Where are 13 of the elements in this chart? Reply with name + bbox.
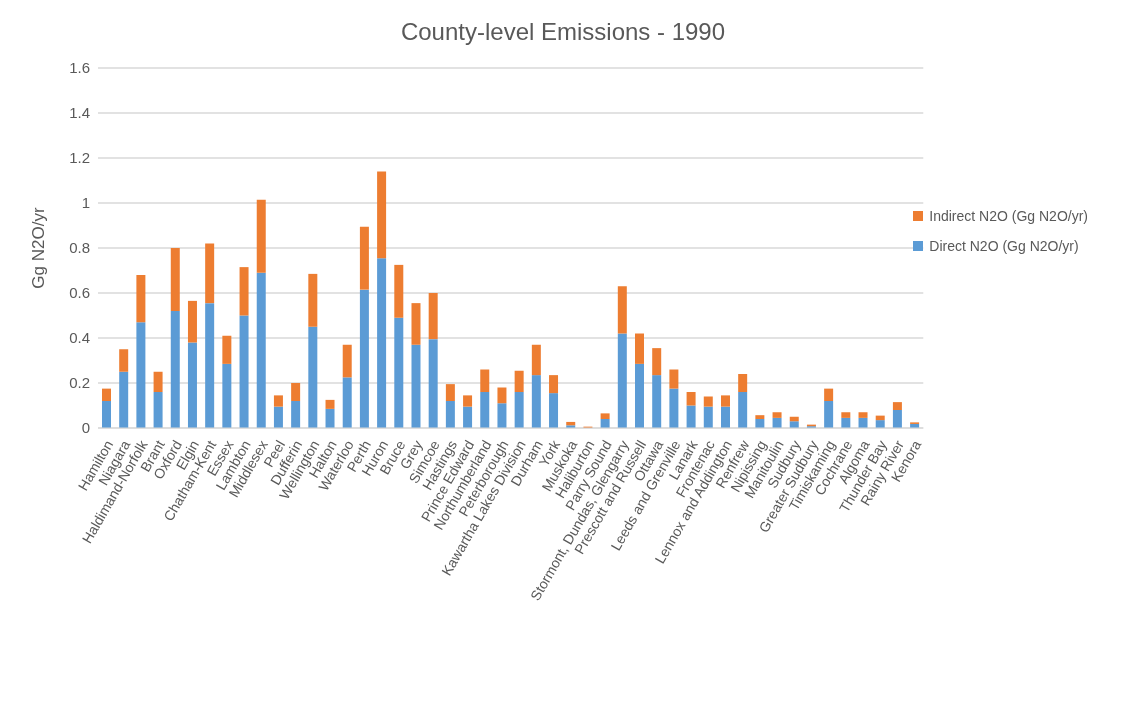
y-tick-label: 0.6 (69, 284, 90, 302)
y-tick-label: 1 (81, 194, 90, 212)
y-tick-label: 1.2 (69, 149, 90, 167)
legend-label: Indirect N2O (Gg N2O/yr) (929, 208, 1088, 224)
y-tick-label: 0 (81, 419, 90, 437)
chart-title: County-level Emissions - 1990 (399, 18, 727, 47)
y-tick-label: 1.4 (69, 104, 90, 122)
y-tick-label: 1.6 (69, 59, 90, 77)
y-tick-label: 0.8 (69, 239, 90, 257)
y-tick-label: 0.4 (69, 329, 90, 347)
y-axis-title: Gg N2O/yr (29, 207, 49, 289)
y-tick-label: 0.2 (69, 374, 90, 392)
legend-label: Direct N2O (Gg N2O/yr) (929, 238, 1079, 254)
